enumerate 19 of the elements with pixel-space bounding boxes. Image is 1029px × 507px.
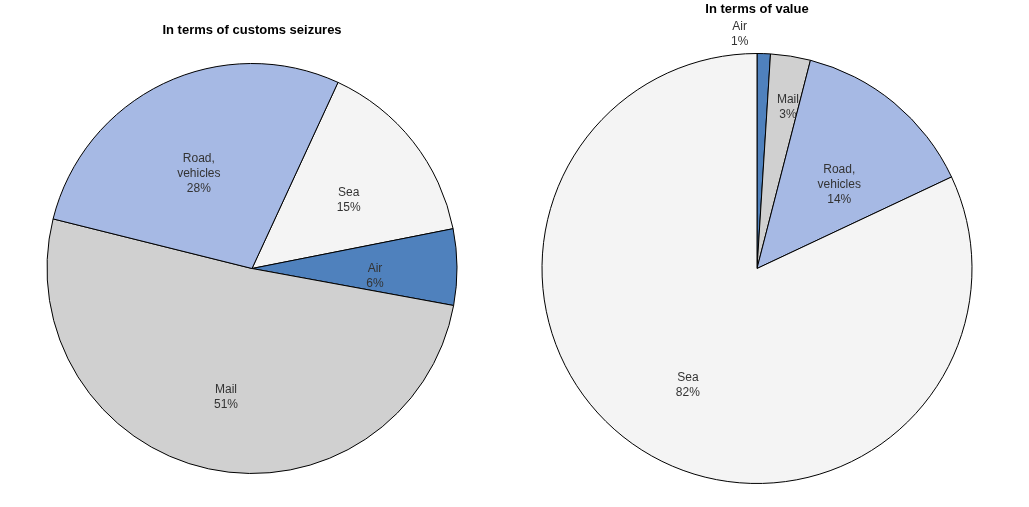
slice-label: Sea — [337, 185, 360, 200]
slice-label: Road, vehicles — [177, 150, 221, 180]
chart-title: In terms of customs seizures — [162, 22, 342, 37]
slice-label: Sea — [677, 370, 699, 385]
slice-label: Air — [732, 18, 747, 33]
data-label: 14% — [827, 192, 852, 207]
chart-title: In terms of value — [705, 0, 809, 16]
data-label: 3% — [779, 106, 797, 121]
slice-label: Mail — [776, 91, 799, 106]
pie-slice — [541, 53, 973, 484]
data-label: 15% — [336, 200, 361, 215]
data-label: 82% — [675, 385, 701, 400]
slice-label: Air — [367, 260, 383, 275]
data-label: 1% — [730, 33, 749, 48]
slice-label: Mail — [215, 381, 238, 396]
data-label: 51% — [213, 396, 239, 411]
slice-label: Road, vehicles — [817, 162, 861, 192]
data-label: 6% — [366, 275, 384, 290]
data-label: 28% — [186, 180, 212, 195]
